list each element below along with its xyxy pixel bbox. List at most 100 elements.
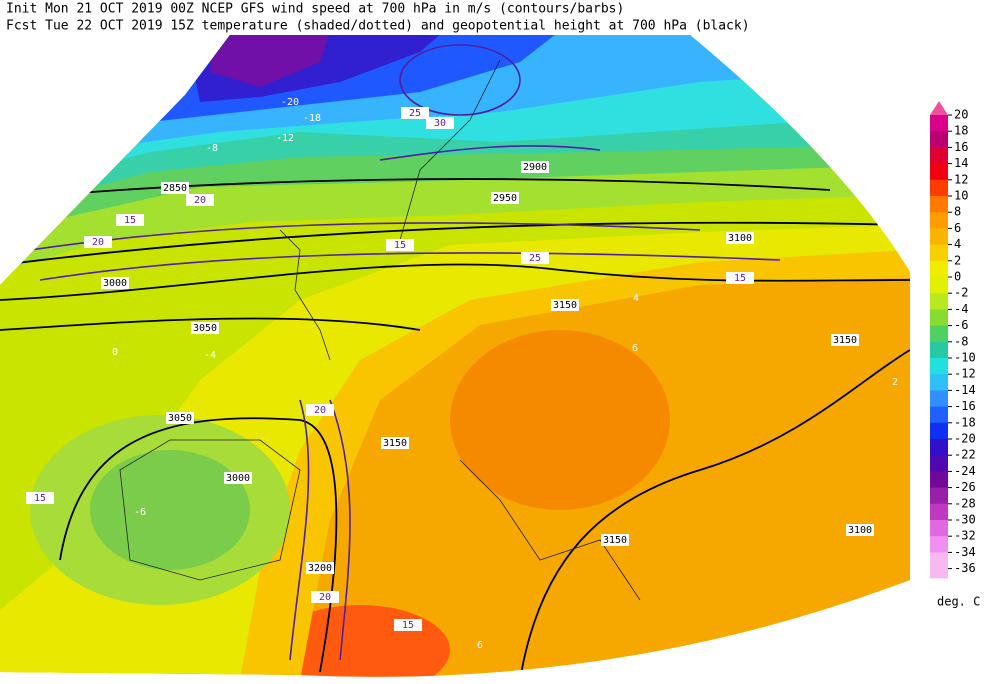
label-box bbox=[401, 107, 429, 119]
wind-label: 20 bbox=[314, 405, 326, 416]
colorbar-unit: deg. C bbox=[937, 595, 980, 609]
colorbar-tick-label: -22 bbox=[954, 448, 976, 462]
wind-label: 15 bbox=[34, 493, 46, 504]
colorbar-segment bbox=[930, 455, 948, 472]
height-label: 3000 bbox=[226, 473, 250, 484]
colorbar-tick-label: -4 bbox=[954, 302, 968, 316]
colorbar-tick-label: -34 bbox=[954, 545, 976, 559]
colorbar-tick-label: -8 bbox=[954, 334, 968, 348]
wind-label: 15 bbox=[124, 215, 136, 226]
colorbar-segment bbox=[930, 244, 948, 262]
shade bbox=[90, 450, 250, 570]
height-contours bbox=[0, 178, 910, 677]
label-box bbox=[491, 192, 519, 204]
colorbar-tick-label: -28 bbox=[954, 496, 976, 510]
colorbar-tick-label: 6 bbox=[954, 221, 961, 235]
colorbar-tick-label: -20 bbox=[954, 432, 976, 446]
temperature-label: 6 bbox=[477, 640, 483, 651]
header-forecast: Fcst Tue 22 OCT 2019 15Z temperature (sh… bbox=[6, 19, 750, 34]
height-label: 2850 bbox=[163, 183, 187, 194]
colorbar-segment bbox=[930, 552, 948, 570]
header-init: Init Mon 21 OCT 2019 00Z NCEP GFS wind s… bbox=[6, 2, 624, 17]
height-label: 2900 bbox=[523, 162, 547, 173]
colorbar-tick-label: 0 bbox=[954, 270, 961, 284]
colorbar-tick-label: -10 bbox=[954, 351, 976, 365]
height-label: 3100 bbox=[728, 233, 752, 244]
height-label: 3100 bbox=[848, 525, 872, 536]
height-label: 3000 bbox=[103, 278, 127, 289]
colorbar-segment bbox=[930, 487, 948, 505]
label-box bbox=[386, 239, 414, 251]
label-box bbox=[311, 591, 339, 603]
colorbar-arrow bbox=[930, 101, 948, 115]
colorbar-segment bbox=[930, 212, 948, 229]
height-label: 3150 bbox=[553, 300, 577, 311]
label-box bbox=[166, 412, 194, 424]
temperature-label: 6 bbox=[632, 343, 638, 354]
label-box bbox=[101, 277, 129, 289]
label-box bbox=[394, 619, 422, 631]
wind-label: 25 bbox=[409, 108, 421, 119]
colorbar-segment bbox=[930, 260, 948, 278]
label-box bbox=[521, 161, 549, 173]
colorbar-tick-label: 10 bbox=[954, 189, 968, 203]
temperature-label: -4 bbox=[204, 350, 216, 361]
colorbar-tick-label: 16 bbox=[954, 140, 968, 154]
colorbar-tick-label: -2 bbox=[954, 286, 968, 300]
label-box bbox=[306, 404, 334, 416]
label-box bbox=[426, 117, 454, 129]
colorbar-tick-label: -14 bbox=[954, 383, 976, 397]
label-box bbox=[116, 214, 144, 226]
temperature-label: -6 bbox=[134, 507, 146, 518]
temperature-label: -18 bbox=[303, 113, 321, 124]
colorbar-tick-label: 8 bbox=[954, 205, 961, 219]
height-label: 3150 bbox=[833, 335, 857, 346]
colorbar-tick-label: -32 bbox=[954, 529, 976, 543]
colorbar-tick-label: -18 bbox=[954, 415, 976, 429]
colorbar-segment bbox=[930, 131, 948, 148]
colorbar-segment bbox=[930, 406, 948, 424]
wind-label: 20 bbox=[319, 592, 331, 603]
wind-label: 15 bbox=[402, 620, 414, 631]
colorbar-tick-label: -26 bbox=[954, 480, 976, 494]
wind-label: 20 bbox=[92, 237, 104, 248]
wind-label: 25 bbox=[529, 253, 541, 264]
colorbar-segment bbox=[930, 568, 948, 579]
label-box bbox=[726, 232, 754, 244]
colorbar-tick-label: -12 bbox=[954, 367, 976, 381]
colorbar-segment bbox=[930, 228, 948, 246]
wind-label: 15 bbox=[734, 273, 746, 284]
label-box bbox=[831, 334, 859, 346]
colorbar-segment bbox=[930, 536, 948, 553]
colorbar-tick-label: 4 bbox=[954, 237, 961, 251]
colorbar-segment bbox=[930, 309, 948, 327]
height-label: 3150 bbox=[603, 535, 627, 546]
colorbar-segment bbox=[930, 277, 948, 294]
label-box bbox=[161, 182, 189, 194]
colorbar-segment bbox=[930, 293, 948, 310]
label-box bbox=[521, 252, 549, 264]
label-box bbox=[186, 194, 214, 206]
colorbar-tick-label: -36 bbox=[954, 561, 976, 575]
colorbar-tick-label: 2 bbox=[954, 253, 961, 267]
height-label: 3050 bbox=[168, 413, 192, 424]
shade bbox=[210, 35, 340, 87]
colorbar: 20181614121086420-2-4-6-8-10-12-14-16-18… bbox=[930, 101, 976, 579]
label-box bbox=[191, 322, 219, 334]
shade bbox=[450, 330, 670, 510]
colorbar-segment bbox=[930, 358, 948, 375]
colorbar-tick-label: -16 bbox=[954, 399, 976, 413]
coastlines bbox=[119, 59, 641, 601]
height-label: 3150 bbox=[383, 438, 407, 449]
label-box bbox=[551, 299, 579, 311]
colorbar-segment bbox=[930, 503, 948, 521]
label-box bbox=[84, 236, 112, 248]
colorbar-segment bbox=[930, 471, 948, 489]
temperature-label: 2 bbox=[892, 377, 898, 388]
colorbar-segment bbox=[930, 179, 948, 197]
colorbar-segment bbox=[930, 439, 948, 456]
colorbar-segment bbox=[930, 196, 948, 213]
colorbar-tick-label: 12 bbox=[954, 172, 968, 186]
label-box bbox=[601, 534, 629, 546]
